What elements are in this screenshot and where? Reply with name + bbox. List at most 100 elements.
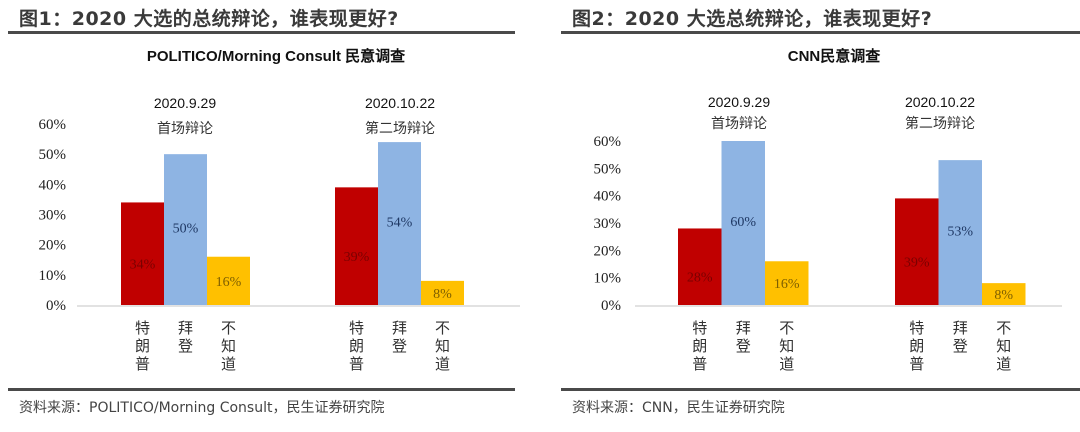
- y-tick-label: 60%: [39, 117, 67, 133]
- y-tick-label: 30%: [39, 208, 67, 224]
- y-tick-label: 20%: [39, 238, 67, 254]
- x-category-char: 特: [909, 319, 924, 337]
- bar-value-label: 60%: [730, 215, 756, 230]
- chart-1-title: POLITICO/Morning Consult 民意调查: [146, 48, 406, 65]
- x-category-char: 拜: [736, 319, 751, 337]
- figure-2-bottom-rule: [561, 388, 1080, 391]
- y-tick-label: 20%: [594, 243, 622, 259]
- x-category-label: 拜登: [953, 319, 968, 355]
- bar-unknown: [982, 283, 1026, 305]
- group-debate-label: 第二场辩论: [905, 115, 975, 132]
- x-category-char: 登: [178, 337, 193, 355]
- x-category-char: 普: [349, 355, 364, 373]
- bar-trump: [335, 187, 378, 305]
- x-category-char: 不: [996, 319, 1011, 337]
- x-category-char: 朗: [692, 337, 707, 355]
- bar-value-label: 16%: [216, 275, 242, 290]
- bar-value-label: 28%: [687, 271, 713, 286]
- bar-biden: [164, 154, 207, 305]
- x-category-label: 不知道: [779, 319, 794, 373]
- figure-1-title: 图1：2020 大选的总统辩论，谁表现更好?: [19, 8, 399, 30]
- x-category-label: 特朗普: [135, 319, 150, 373]
- group-debate-label: 第二场辩论: [365, 120, 435, 137]
- x-category-label: 不知道: [996, 319, 1011, 373]
- figure-1-bottom-rule: [8, 388, 515, 391]
- x-category-char: 登: [953, 337, 968, 355]
- bar-unknown: [207, 256, 250, 305]
- bar-biden: [938, 160, 982, 305]
- group-date-label: 2020.10.22: [905, 94, 975, 110]
- x-category-char: 特: [135, 319, 150, 337]
- x-category-char: 知: [221, 337, 236, 355]
- x-category-char: 知: [435, 337, 450, 355]
- x-category-label: 不知道: [435, 319, 450, 373]
- x-category-char: 普: [135, 355, 150, 373]
- bar-value-label: 50%: [173, 222, 199, 237]
- chart-2-title: CNN民意调查: [787, 48, 881, 65]
- x-category-char: 知: [779, 337, 794, 355]
- x-category-char: 道: [435, 355, 450, 373]
- x-category-label: 特朗普: [349, 319, 364, 373]
- x-category-char: 不: [779, 319, 794, 337]
- y-tick-label: 50%: [594, 161, 622, 177]
- x-category-char: 道: [779, 355, 794, 373]
- x-category-label: 特朗普: [692, 319, 707, 373]
- x-category-char: 登: [736, 337, 751, 355]
- x-category-label: 拜登: [392, 319, 407, 355]
- group-debate-label: 首场辩论: [157, 121, 213, 137]
- x-category-char: 知: [996, 337, 1011, 355]
- y-tick-label: 40%: [39, 177, 67, 193]
- x-category-char: 拜: [392, 319, 407, 337]
- x-category-char: 普: [692, 355, 707, 373]
- y-tick-label: 50%: [39, 147, 67, 163]
- bar-value-label: 39%: [904, 256, 930, 271]
- bar-value-label: 8%: [433, 287, 452, 302]
- y-tick-label: 0%: [46, 298, 66, 314]
- y-tick-label: 60%: [594, 134, 622, 150]
- group-date-label: 2020.9.29: [154, 95, 216, 111]
- x-category-char: 普: [909, 355, 924, 373]
- x-category-label: 特朗普: [909, 319, 924, 373]
- bar-value-label: 16%: [774, 277, 800, 292]
- figure-1-top-rule: [8, 31, 515, 34]
- figure-2-top-rule: [561, 31, 1080, 34]
- x-category-char: 不: [221, 319, 236, 337]
- figure-2-source: 资料来源：CNN，民生证券研究院: [572, 400, 785, 416]
- bar-value-label: 53%: [947, 225, 973, 240]
- x-category-char: 拜: [953, 319, 968, 337]
- bar-unknown: [765, 261, 809, 305]
- x-category-char: 特: [349, 319, 364, 337]
- bar-unknown: [421, 280, 464, 305]
- x-category-char: 拜: [178, 319, 193, 337]
- y-tick-label: 0%: [601, 298, 621, 314]
- group-date-label: 2020.9.29: [708, 94, 770, 110]
- x-category-char: 朗: [909, 337, 924, 355]
- group-date-label: 2020.10.22: [365, 95, 435, 111]
- bar-value-label: 39%: [344, 250, 370, 265]
- figure-2-title: 图2：2020 大选总统辩论，谁表现更好?: [572, 8, 933, 30]
- x-category-label: 拜登: [178, 319, 193, 355]
- x-category-label: 不知道: [221, 319, 236, 373]
- y-tick-label: 10%: [39, 268, 67, 284]
- x-category-char: 特: [692, 319, 707, 337]
- bar-trump: [678, 228, 722, 305]
- bar-biden: [378, 142, 421, 305]
- x-category-char: 道: [996, 355, 1011, 373]
- x-category-char: 不: [435, 319, 450, 337]
- bar-trump: [895, 198, 939, 305]
- x-category-label: 拜登: [736, 319, 751, 355]
- x-category-char: 道: [221, 355, 236, 373]
- bar-value-label: 54%: [387, 216, 413, 231]
- bar-trump: [121, 202, 164, 305]
- bar-value-label: 8%: [994, 288, 1013, 303]
- bar-biden: [721, 141, 765, 305]
- bar-value-label: 34%: [130, 258, 156, 273]
- y-tick-label: 10%: [594, 271, 622, 287]
- group-debate-label: 首场辩论: [711, 116, 767, 132]
- y-tick-label: 30%: [594, 216, 622, 232]
- x-category-char: 登: [392, 337, 407, 355]
- x-category-char: 朗: [135, 337, 150, 355]
- figure-1-source: 资料来源：POLITICO/Morning Consult，民生证券研究院: [19, 400, 385, 416]
- x-category-char: 朗: [349, 337, 364, 355]
